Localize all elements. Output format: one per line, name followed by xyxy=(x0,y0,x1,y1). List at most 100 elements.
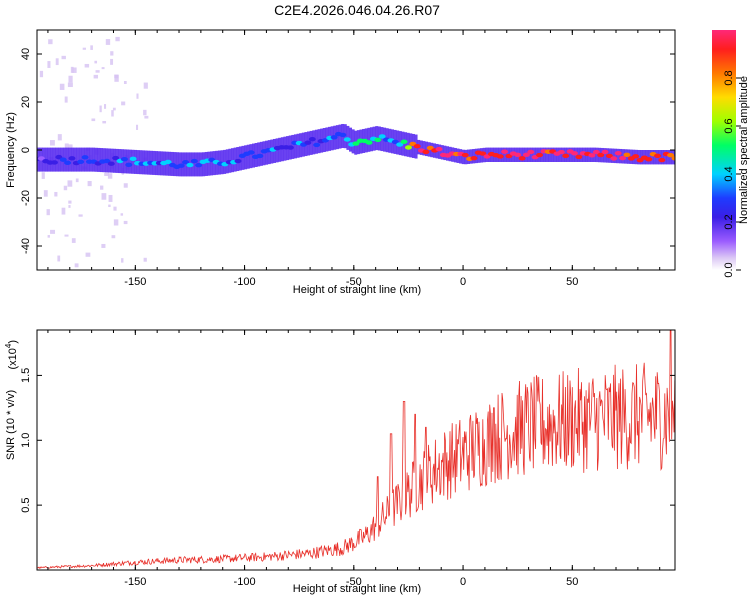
spectrogram-ridge-mark xyxy=(64,160,72,166)
spectrogram-band-mark xyxy=(461,149,465,165)
spectrogram-band-mark xyxy=(55,147,59,172)
spectrogram-band-mark xyxy=(296,133,300,158)
spectrogram-band-mark xyxy=(650,150,654,165)
spectrogram-noise-mark xyxy=(61,55,66,60)
spectrogram-noise-mark xyxy=(49,140,55,146)
spectrogram-noise-mark xyxy=(64,143,69,149)
spectrogram-noise-mark xyxy=(112,107,116,111)
spectrogram-noise-mark xyxy=(99,105,102,113)
spectrogram-band-mark xyxy=(474,148,478,164)
spectrogram-xtick-label: -150 xyxy=(124,276,146,288)
spectrogram-band-mark xyxy=(52,147,56,172)
spectrogram-noise-mark xyxy=(75,178,79,183)
snr-panel: -150 -100 -50 0 50 0.5 1.0 1.5 Height of straig… xyxy=(4,329,676,595)
spectrogram-ridge-mark xyxy=(374,137,382,143)
spectrogram-ridge-mark xyxy=(164,159,172,165)
spectrogram-ridge-mark xyxy=(59,157,67,162)
spectrogram-noise-mark xyxy=(47,235,50,238)
spectrogram-ytick-label: 40 xyxy=(20,48,32,60)
spectrogram-ridge-mark xyxy=(186,162,194,168)
spectrogram-band-mark xyxy=(73,147,77,172)
spectrogram-noise-mark xyxy=(100,185,104,190)
spectrogram-noise-mark xyxy=(72,67,77,73)
spectrogram-band-mark xyxy=(57,147,61,172)
spectrogram-noise-mark xyxy=(104,104,107,109)
spectrogram-band-mark xyxy=(314,129,318,154)
spectrogram-ridge-mark xyxy=(68,156,76,161)
spectrogram-ridge-mark xyxy=(339,132,347,138)
spectrogram-ytick-label: 20 xyxy=(20,96,32,108)
spectrogram-band-mark xyxy=(278,137,282,162)
colorbar-tick-label: 0.4 xyxy=(723,166,735,181)
spectrogram-ridge-mark xyxy=(671,156,675,161)
spectrogram-band-mark xyxy=(202,152,206,177)
spectrogram-noise-mark xyxy=(115,36,120,42)
spectrogram-ridge-mark xyxy=(81,155,89,160)
spectrogram-band-mark xyxy=(440,145,444,160)
spectrogram-band-mark xyxy=(233,147,237,172)
spectrogram-ridge-mark xyxy=(514,152,522,158)
spectrogram-band-mark xyxy=(545,147,549,162)
spectrogram-band-mark xyxy=(653,150,657,165)
spectrogram-noise-mark xyxy=(101,193,107,200)
figure-title: C2E4.2026.046.04.26.R07 xyxy=(274,2,440,18)
spectrogram-band-mark xyxy=(569,147,573,162)
spectrogram-band-mark xyxy=(380,127,384,152)
spectrogram-band-mark xyxy=(81,147,85,172)
spectrogram-band-mark xyxy=(501,147,505,162)
spectrogram-ridge-mark xyxy=(391,139,399,145)
spectrogram-ridge-mark xyxy=(112,155,120,161)
spectrogram-ridge-mark xyxy=(610,156,618,161)
spectrogram-ridge-mark xyxy=(632,154,640,159)
snr-scale-label: (x104) xyxy=(4,340,19,370)
spectrogram-band-mark xyxy=(529,147,533,162)
spectrogram-band-mark xyxy=(443,145,447,161)
spectrogram-ridge-mark xyxy=(247,150,255,155)
spectrogram-band-mark xyxy=(65,147,69,172)
spectrogram-band-mark xyxy=(131,149,135,174)
spectrogram-noise-mark xyxy=(101,67,105,70)
spectrogram-band-mark xyxy=(97,147,101,172)
spectrogram-noise-mark xyxy=(68,205,71,208)
spectrogram-noise-mark xyxy=(67,180,73,187)
spectrogram-ridge-mark xyxy=(343,137,351,142)
snr-axes: -150 -100 -50 0 50 0.5 1.0 1.5 xyxy=(20,330,675,588)
spectrogram-band-mark xyxy=(84,147,88,172)
colorbar-tick-label: 0.2 xyxy=(723,214,735,229)
spectrogram-ridge-mark xyxy=(658,157,666,163)
spectrogram-ridge-mark xyxy=(330,135,338,140)
spectrogram-noise-mark xyxy=(67,82,73,88)
spectrogram-ridge-mark xyxy=(601,149,609,155)
spectrogram-band-mark xyxy=(422,141,426,156)
spectrogram-ridge-mark xyxy=(422,149,430,155)
spectrogram-ridge-mark xyxy=(120,157,128,162)
snr-series-line xyxy=(37,330,675,570)
spectrogram-noise-mark xyxy=(55,58,59,66)
snr-ytick-label: 1.0 xyxy=(20,433,32,448)
snr-xtick-label: -100 xyxy=(234,576,256,588)
spectrogram-panel: -150 -100 -50 0 50 -40 -20 0 20 40 Height of stra… xyxy=(5,29,676,296)
spectrogram-ridge-mark xyxy=(77,159,85,164)
spectrogram-band-mark xyxy=(406,132,410,157)
spectrogram-noise-mark xyxy=(78,214,83,217)
spectrogram-ridge-mark xyxy=(588,153,596,158)
spectrogram-noise-mark xyxy=(136,124,139,130)
spectrogram-ridge-mark xyxy=(308,136,316,142)
snr-ylabel: SNR (10 * v/v) xyxy=(5,390,17,460)
spectrogram-band-mark xyxy=(419,140,423,155)
spectrogram-noise-mark xyxy=(85,252,91,257)
spectrogram-noise-mark xyxy=(61,207,66,215)
spectrogram-noise-mark xyxy=(90,45,93,50)
spectrogram-band-mark xyxy=(543,147,547,162)
spectrogram-ridge-mark xyxy=(614,150,622,156)
spectrogram-band-mark xyxy=(94,147,98,172)
spectrogram-xlabel: Height of straight line (km) xyxy=(293,284,421,296)
snr-xtick-label: 50 xyxy=(566,576,578,588)
spectrogram-ylabel: Frequency (Hz) xyxy=(5,112,17,188)
colorbar: 0.0 0.2 0.4 0.6 0.8 Normalized spectral ampl… xyxy=(712,30,750,278)
spectrogram-band-mark xyxy=(246,144,250,169)
spectrogram-noise-mark xyxy=(43,190,48,197)
spectrogram-noise-mark xyxy=(68,200,72,204)
spectrogram-band-mark xyxy=(663,150,667,165)
colorbar-gradient xyxy=(712,30,736,270)
